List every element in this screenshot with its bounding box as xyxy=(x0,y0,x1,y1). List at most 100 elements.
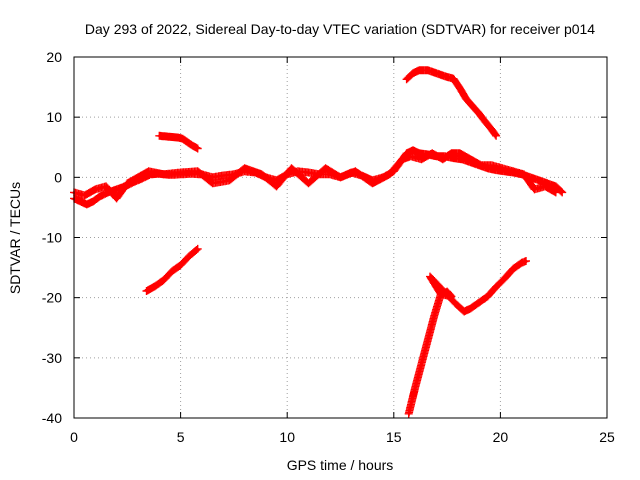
data-point xyxy=(162,279,165,282)
series-low-v-shape xyxy=(404,257,530,418)
data-point xyxy=(490,128,494,132)
data-point xyxy=(104,185,108,188)
data-point xyxy=(126,182,129,185)
data-point xyxy=(324,167,327,170)
data-point xyxy=(435,72,438,75)
data-point xyxy=(533,188,536,191)
data-point xyxy=(477,112,481,115)
data-point xyxy=(511,267,515,270)
data-point xyxy=(409,155,413,158)
data-point xyxy=(524,259,528,263)
x-tick-label: 0 xyxy=(70,429,78,445)
data-point xyxy=(275,185,278,188)
data-point xyxy=(433,314,436,317)
data-point xyxy=(115,188,118,191)
data-point xyxy=(260,173,263,176)
data-point xyxy=(471,105,474,108)
data-point xyxy=(494,285,498,289)
data-point xyxy=(145,289,148,293)
data-point xyxy=(339,176,342,179)
data-point xyxy=(490,164,494,167)
data-point xyxy=(83,194,86,197)
data-point xyxy=(443,75,447,78)
data-point xyxy=(187,254,191,258)
data-point xyxy=(420,158,423,161)
data-points xyxy=(70,66,567,418)
data-point xyxy=(503,277,506,280)
y-tick-label: 0 xyxy=(54,169,62,185)
data-point xyxy=(501,167,504,170)
x-tick-label: 5 xyxy=(177,429,185,445)
y-tick-label: -20 xyxy=(42,290,62,306)
data-point xyxy=(153,285,157,288)
data-point xyxy=(554,191,558,194)
data-point xyxy=(441,158,445,161)
data-point xyxy=(85,203,88,206)
data-point xyxy=(458,87,462,90)
data-point xyxy=(543,185,547,188)
data-point xyxy=(494,134,498,138)
data-point xyxy=(185,140,189,144)
data-point xyxy=(79,200,82,203)
data-point xyxy=(401,158,404,161)
data-point xyxy=(430,152,434,155)
data-point xyxy=(196,147,199,150)
data-point xyxy=(164,135,167,138)
x-tick-label: 25 xyxy=(599,429,615,445)
data-point xyxy=(290,167,293,170)
data-point xyxy=(162,173,165,176)
y-tick-label: 20 xyxy=(46,49,62,65)
data-point xyxy=(426,338,430,341)
data-point xyxy=(243,167,246,170)
data-point xyxy=(486,295,489,298)
y-tick-label: -10 xyxy=(42,230,62,246)
data-point xyxy=(228,179,231,182)
data-point xyxy=(554,185,558,188)
data-point xyxy=(445,290,449,293)
data-point xyxy=(450,295,453,298)
y-tick-label: -30 xyxy=(42,350,62,366)
data-point xyxy=(411,149,415,152)
data-point xyxy=(115,197,118,200)
data-point xyxy=(511,170,515,173)
data-point xyxy=(136,176,140,179)
data-point xyxy=(428,275,432,278)
data-point xyxy=(388,173,391,176)
data-point xyxy=(411,72,415,75)
series-short-segment xyxy=(155,131,202,153)
data-point xyxy=(480,164,483,167)
data-point xyxy=(94,188,97,191)
data-point xyxy=(196,170,199,173)
data-point xyxy=(147,170,150,173)
data-point xyxy=(469,158,472,161)
axis-ticks: 0 5 10 15 20 25 -40 -30 -20 -10 0 10 20 xyxy=(42,49,615,445)
data-point xyxy=(413,386,417,390)
data-point xyxy=(452,156,455,160)
data-point xyxy=(371,182,374,185)
data-point xyxy=(484,120,487,124)
data-point xyxy=(452,77,455,80)
data-point xyxy=(179,171,182,174)
x-tick-label: 10 xyxy=(279,429,295,445)
data-point xyxy=(211,176,214,179)
data-point xyxy=(418,152,421,155)
data-point xyxy=(190,143,193,147)
data-point xyxy=(418,69,421,72)
data-point xyxy=(522,173,526,176)
data-point xyxy=(179,263,182,267)
data-point xyxy=(561,191,564,194)
data-point xyxy=(407,412,410,415)
y-axis-label: SDTVAR / TECUs xyxy=(7,182,23,294)
data-point xyxy=(462,310,466,313)
chart-title: Day 293 of 2022, Sidereal Day-to-day VTE… xyxy=(85,21,595,37)
data-point xyxy=(307,182,310,185)
data-point xyxy=(181,137,184,141)
data-point xyxy=(170,269,174,273)
data-point xyxy=(170,135,174,139)
data-point xyxy=(469,307,472,310)
data-point xyxy=(465,97,468,101)
data-point xyxy=(454,302,457,305)
data-point xyxy=(537,179,540,182)
